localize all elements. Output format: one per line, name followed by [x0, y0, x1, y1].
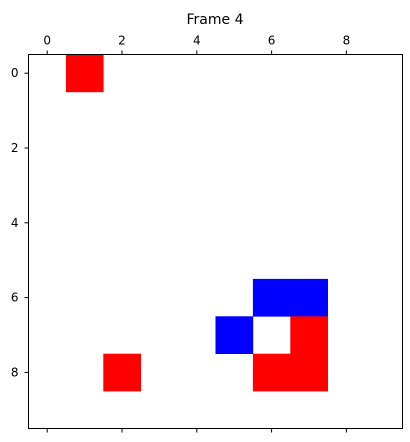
x-tick-label: 4	[193, 34, 201, 48]
y-tick-label: 2	[11, 141, 19, 155]
x-tick-label: 8	[343, 34, 351, 48]
grid-cell-red-6	[252, 353, 291, 392]
x-tick-label: 2	[118, 34, 126, 48]
grid-cell-red-0	[65, 54, 104, 93]
grid-cell-blue-1	[252, 278, 291, 317]
y-tick-label: 0	[11, 66, 19, 80]
chart-title: Frame 4	[187, 12, 244, 28]
grid-cell-red-4	[290, 316, 328, 354]
x-tick-label: 6	[268, 34, 276, 48]
y-tick-label: 4	[11, 216, 19, 230]
grid-cell-red-5	[103, 353, 141, 392]
plot-frame	[28, 54, 403, 429]
grid-cell-red-7	[290, 353, 328, 392]
x-tick-label: 0	[43, 34, 51, 48]
grid-cell-blue-3	[215, 316, 254, 354]
cells-layer	[65, 54, 328, 392]
grid-cell-blue-2	[290, 278, 328, 317]
y-tick-label: 6	[11, 291, 19, 305]
ticks-layer: 0 2 4 6 8 0 2 4 6 8	[11, 34, 350, 433]
y-tick-label: 8	[11, 365, 19, 379]
